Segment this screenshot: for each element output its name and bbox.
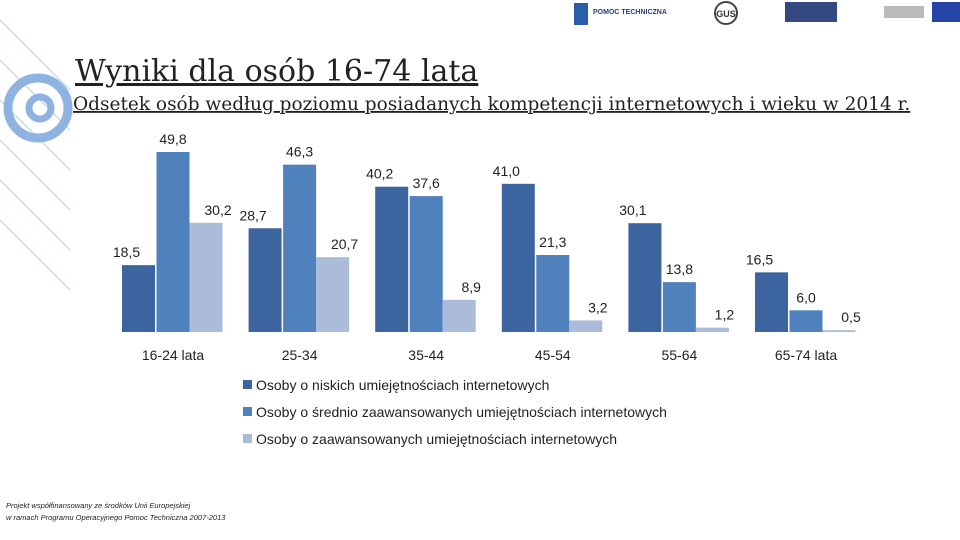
data-label: 49,8 (159, 131, 186, 147)
data-label: 0,5 (841, 309, 861, 325)
bar (569, 320, 603, 332)
footer-line: Projekt współfinansowany ze środków Unii… (6, 501, 191, 510)
bar (501, 183, 535, 332)
data-label: 6,0 (796, 289, 816, 305)
bar (662, 282, 696, 332)
legend-swatch (243, 380, 252, 389)
decoration (0, 19, 73, 291)
data-label: 41,0 (493, 163, 520, 179)
data-label: 37,6 (413, 175, 440, 191)
data-label: 3,2 (588, 299, 608, 315)
data-label: 16,5 (746, 251, 773, 267)
x-tick-label: 25-34 (282, 347, 318, 363)
legend-swatch (243, 407, 252, 416)
data-label: 13,8 (666, 261, 693, 277)
bar (375, 186, 409, 332)
chart: 16-24 lata 18,5 49,8 30,2 25-34 28,7 46,3 20,7 3… (113, 131, 861, 447)
logo-mark (785, 2, 837, 22)
legend-label: Osoby o zaawansowanych umiejętnościach i… (256, 431, 617, 447)
x-tick-label: 35-44 (408, 347, 444, 363)
title: Wyniki dla osób 16-74 lata (75, 54, 478, 89)
data-label: 40,2 (366, 166, 393, 182)
data-label: 28,7 (239, 207, 266, 223)
bar (283, 164, 317, 332)
bar (409, 196, 443, 332)
data-label: 1,2 (715, 307, 735, 323)
x-tick-label: 16-24 lata (142, 347, 204, 363)
data-label: 20,7 (331, 236, 358, 252)
x-tick-label: 45-54 (535, 347, 571, 363)
data-label: 46,3 (286, 144, 313, 160)
bar (695, 327, 729, 332)
bar (189, 222, 223, 332)
data-label: 18,5 (113, 244, 140, 260)
logo-mark (574, 3, 588, 25)
bar (316, 257, 350, 332)
legend-label: Osoby o średnio zaawansowanych umiejętno… (256, 404, 667, 420)
bar (536, 255, 570, 332)
bar (248, 228, 282, 332)
data-label: 21,3 (539, 234, 566, 250)
logo-mark (714, 1, 738, 25)
legend-swatch (243, 434, 252, 443)
bar (628, 223, 662, 332)
bar (122, 265, 155, 332)
bar (156, 152, 190, 332)
logos: POMOC TECHNICZNA GUS (574, 1, 960, 25)
bar (789, 310, 823, 332)
footer-line: w ramach Programu Operacyjnego Pomoc Tec… (6, 513, 226, 522)
logo-text: POMOC TECHNICZNA (593, 9, 667, 16)
logo-mark (932, 2, 960, 22)
legend-label: Osoby o niskich umiejętnościach internet… (256, 377, 549, 393)
logo-mark (884, 6, 924, 18)
bar (822, 330, 856, 332)
data-label: 8,9 (461, 279, 481, 295)
data-label: 30,2 (204, 202, 231, 218)
logo-text: GUS (716, 9, 736, 19)
x-tick-label: 65-74 lata (775, 347, 837, 363)
data-label: 30,1 (619, 202, 646, 218)
subtitle: Odsetek osób według poziomu posiadanych … (73, 94, 910, 115)
x-tick-label: 55-64 (661, 347, 697, 363)
bar (442, 299, 476, 332)
bar (755, 272, 788, 332)
